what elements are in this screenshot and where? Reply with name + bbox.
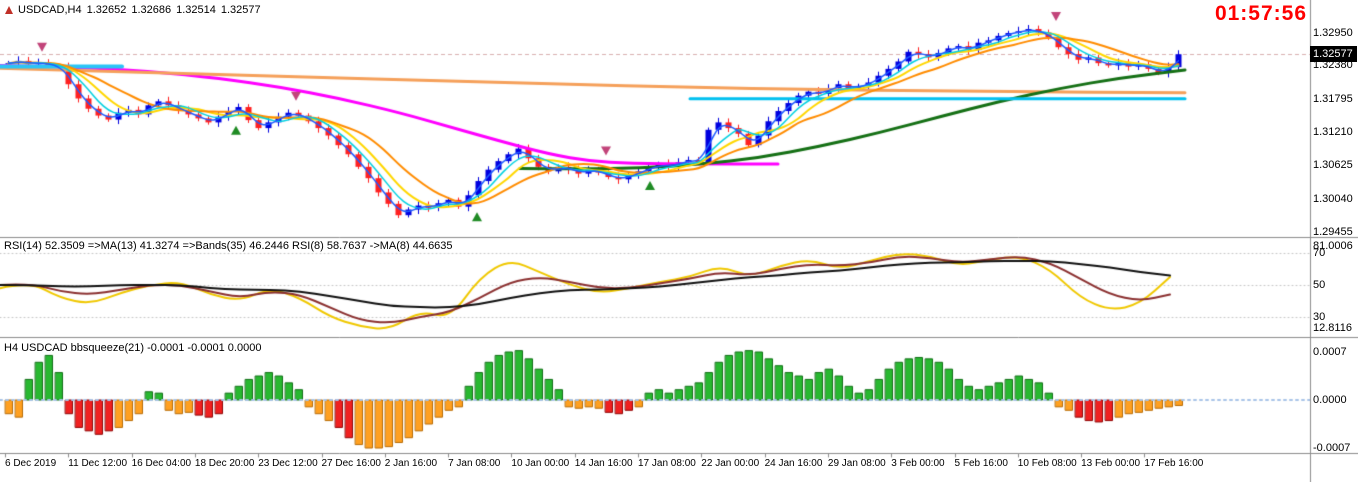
- squeeze-indicator-header: H4 USDCAD bbsqueeze(21) -0.0001 -0.0001 …: [4, 342, 262, 354]
- server-clock: 01:57:56: [1214, 2, 1307, 25]
- time-axis-label: 10 Jan 00:00: [511, 458, 570, 469]
- rsi-axis-label: 50: [1313, 279, 1326, 291]
- price-axis-label: 1.30625: [1313, 159, 1353, 172]
- time-axis-label: 14 Jan 16:00: [574, 458, 633, 469]
- time-axis-label: 22 Jan 00:00: [701, 458, 760, 469]
- time-axis-label: 27 Dec 16:00: [321, 458, 382, 469]
- low-value: 1.32514: [176, 4, 216, 16]
- price-axis[interactable]: 1.32950 1.32380 1.31795 1.31210 1.30625 1.300…: [1310, 0, 1358, 482]
- symbol-marker-icon: [5, 6, 13, 14]
- price-axis-label: 1.31210: [1313, 126, 1353, 139]
- time-axis-label: 6 Dec 2019: [5, 458, 57, 469]
- close-value: 1.32577: [220, 4, 261, 16]
- time-axis-label: 3 Feb 00:00: [891, 458, 945, 469]
- symbol-label: USDCAD,H4: [18, 4, 82, 16]
- time-axis-label: 5 Feb 16:00: [954, 458, 1008, 469]
- squeeze-axis-label: 0.0000: [1313, 394, 1347, 406]
- time-axis-label: 23 Dec 12:00: [258, 458, 318, 469]
- time-axis-label: 29 Jan 08:00: [827, 458, 886, 469]
- time-axis-label: 11 Dec 12:00: [68, 458, 128, 469]
- rsi-axis-label: 70: [1313, 247, 1326, 259]
- time-axis-label: 7 Jan 08:00: [448, 458, 501, 469]
- time-axis-label: 18 Dec 20:00: [194, 458, 255, 469]
- open-value: 1.32652: [86, 4, 127, 16]
- rsi-indicator-header: RSI(14) 52.3509 =>MA(13) 41.3274 =>Bands…: [4, 240, 453, 252]
- price-axis-label: 1.30040: [1313, 192, 1353, 205]
- rsi-axis-label: 30: [1313, 311, 1326, 323]
- squeeze-axis-label: -0.0007: [1313, 442, 1351, 454]
- symbol-ohlc-header: USDCAD,H4 1.32652 1.32686 1.32514 1.3257…: [5, 3, 261, 17]
- price-axis-label: 1.32950: [1313, 27, 1353, 39]
- rsi-axis-label: 12.8116: [1313, 322, 1352, 334]
- time-axis-label: 17 Feb 16:00: [1144, 458, 1204, 469]
- time-axis-label: 24 Jan 16:00: [764, 458, 823, 469]
- time-axis-label: 17 Jan 08:00: [638, 458, 696, 469]
- price-axis-label: 1.31795: [1313, 92, 1353, 105]
- current-price-badge: 1.32577: [1310, 46, 1357, 63]
- price-axis-label: 1.29455: [1313, 226, 1353, 238]
- rsi-axis-label: 81.0006: [1313, 240, 1353, 252]
- time-axis-label: 10 Feb 08:00: [1017, 458, 1077, 469]
- price-axis-label: 1.32380: [1313, 59, 1353, 72]
- time-axis-label: 16 Dec 04:00: [131, 458, 192, 469]
- time-axis-label: 2 Jan 16:00: [384, 458, 438, 469]
- squeeze-axis-label: 0.0007: [1313, 346, 1347, 358]
- high-value: 1.32686: [131, 4, 172, 16]
- time-axis-label: 13 Feb 00:00: [1081, 458, 1141, 469]
- time-axis[interactable]: 6 Dec 2019 11 Dec 12:00 16 Dec 04:00 18 Dec…: [0, 455, 1310, 482]
